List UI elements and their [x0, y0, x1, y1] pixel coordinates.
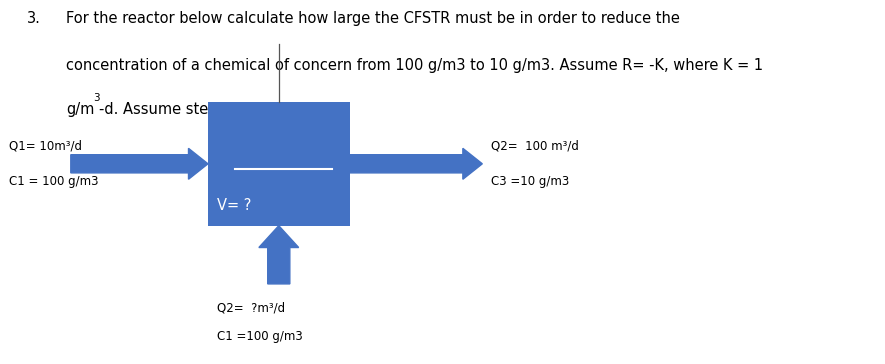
- FancyArrow shape: [350, 148, 482, 179]
- Text: 3: 3: [93, 93, 99, 103]
- Text: concentration of a chemical of concern from 100 g/m3 to 10 g/m3. Assume R= -K, w: concentration of a chemical of concern f…: [66, 58, 764, 73]
- Text: C1 =100 g/m3: C1 =100 g/m3: [217, 330, 303, 343]
- Text: -d. Assume steady state.: -d. Assume steady state.: [99, 102, 281, 117]
- Bar: [208, 102, 350, 226]
- Text: C3 =10 g/m3: C3 =10 g/m3: [491, 175, 569, 189]
- Text: Q2=  100 m³/d: Q2= 100 m³/d: [491, 139, 579, 152]
- Text: C1 = 100 g/m3: C1 = 100 g/m3: [9, 175, 98, 189]
- Text: Q2=  ?m³/d: Q2= ?m³/d: [217, 301, 285, 314]
- Text: V= ?: V= ?: [217, 198, 251, 213]
- Text: 3.: 3.: [27, 11, 41, 26]
- FancyArrow shape: [259, 226, 299, 284]
- Text: g/m: g/m: [66, 102, 95, 117]
- Text: Q1= 10m³/d: Q1= 10m³/d: [9, 139, 81, 152]
- Text: For the reactor below calculate how large the CFSTR must be in order to reduce t: For the reactor below calculate how larg…: [66, 11, 681, 26]
- FancyArrow shape: [71, 148, 208, 179]
